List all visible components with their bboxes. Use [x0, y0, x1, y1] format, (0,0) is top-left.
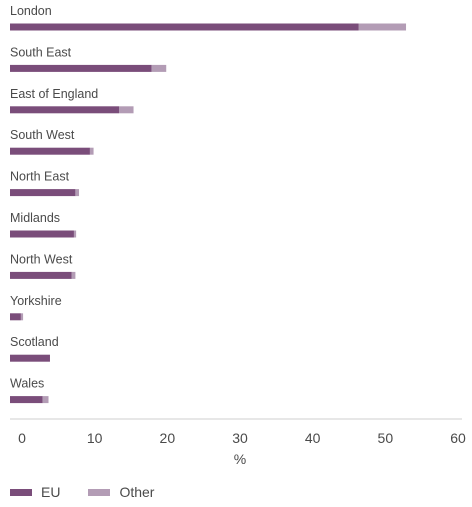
bar-other-east-of-england	[119, 106, 134, 114]
category-label-scotland: Scotland	[10, 335, 59, 349]
category-label-east-of-england: East of England	[10, 87, 98, 101]
bar-other-yorkshire	[20, 313, 24, 321]
bar-eu-east-of-england	[10, 106, 119, 114]
x-axis-label: %	[234, 451, 246, 467]
bar-eu-midlands	[10, 230, 74, 238]
x-tick-label-20: 20	[160, 430, 176, 446]
x-tick-label-40: 40	[305, 430, 321, 446]
bar-other-london	[358, 23, 407, 31]
x-tick-label-50: 50	[378, 430, 394, 446]
legend-label-eu: EU	[41, 484, 61, 500]
legend-swatch-other	[88, 488, 111, 496]
category-label-south-west: South West	[10, 128, 75, 142]
category-label-wales: Wales	[10, 377, 44, 391]
bar-other-midlands	[73, 230, 77, 238]
bar-eu-north-west	[10, 271, 72, 279]
x-tick-label-10: 10	[87, 430, 103, 446]
bar-other-south-west	[89, 147, 94, 155]
category-label-midlands: Midlands	[10, 211, 60, 225]
x-tick-label-60: 60	[450, 430, 466, 446]
legend-item-other: Other	[88, 484, 154, 500]
category-labels: London South East East of England South Wes…	[10, 4, 98, 391]
bar-eu-london	[10, 23, 359, 31]
bar-eu-south-west	[10, 147, 90, 155]
bar-eu-wales	[10, 396, 43, 404]
x-tick-label-30: 30	[232, 430, 248, 446]
bar-other-north-east	[75, 189, 80, 197]
category-label-south-east: South East	[10, 45, 72, 59]
category-label-london: London	[10, 4, 52, 18]
x-tick-label-0: 0	[18, 430, 26, 446]
bar-other-south-east	[151, 64, 167, 72]
bar-eu-yorkshire	[10, 313, 21, 321]
x-tick-labels: 0 10 20 30 40 50 60	[18, 430, 466, 446]
bar-other-north-west	[71, 271, 76, 279]
legend-label-other: Other	[119, 484, 155, 500]
category-label-yorkshire: Yorkshire	[10, 294, 62, 308]
bar-eu-scotland	[10, 354, 50, 362]
category-label-north-west: North West	[10, 252, 73, 266]
bar-eu-north-east	[10, 189, 76, 197]
bars	[10, 23, 407, 404]
legend: EU Other	[10, 484, 182, 500]
legend-item-eu: EU	[10, 484, 60, 500]
bar-eu-south-east	[10, 64, 152, 72]
bar-other-wales	[42, 396, 49, 404]
category-label-north-east: North East	[10, 170, 70, 184]
legend-swatch-eu	[10, 488, 32, 496]
